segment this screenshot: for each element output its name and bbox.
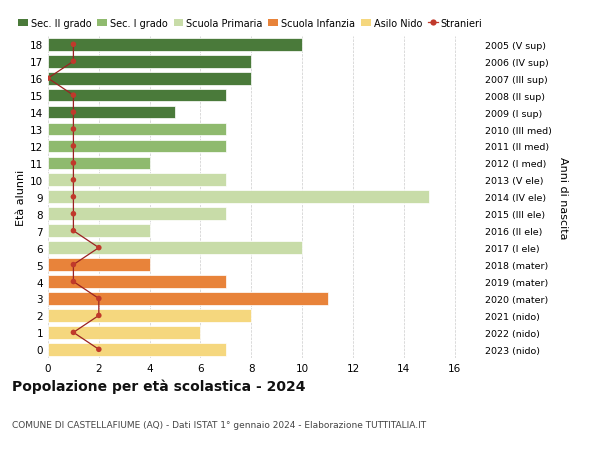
Bar [48, 140, 226, 153]
Bar [48, 309, 251, 322]
Legend: Sec. II grado, Sec. I grado, Scuola Primaria, Scuola Infanzia, Asilo Nido, Stran: Sec. II grado, Sec. I grado, Scuola Prim… [19, 19, 482, 28]
Point [68, 160, 78, 167]
Bar [48, 73, 251, 85]
Bar [48, 123, 226, 136]
Bar [48, 242, 302, 254]
Bar [48, 90, 226, 102]
Point [94, 295, 104, 302]
Point [68, 329, 78, 336]
Bar [48, 343, 226, 356]
Bar [48, 259, 149, 271]
Bar [48, 106, 175, 119]
Point [68, 177, 78, 184]
Point [94, 245, 104, 252]
Point [68, 211, 78, 218]
Y-axis label: Età alunni: Età alunni [16, 169, 26, 225]
Bar [48, 39, 302, 51]
Point [68, 194, 78, 201]
Point [68, 278, 78, 285]
Point [68, 92, 78, 100]
Bar [48, 208, 226, 221]
Bar [48, 191, 429, 204]
Bar [48, 275, 226, 288]
Point [68, 58, 78, 66]
Point [94, 346, 104, 353]
Point [68, 143, 78, 150]
Text: COMUNE DI CASTELLAFIUME (AQ) - Dati ISTAT 1° gennaio 2024 - Elaborazione TUTTITA: COMUNE DI CASTELLAFIUME (AQ) - Dati ISTA… [12, 420, 426, 429]
Text: Popolazione per età scolastica - 2024: Popolazione per età scolastica - 2024 [12, 379, 305, 393]
Bar [48, 225, 149, 237]
Point [68, 261, 78, 269]
Bar [48, 157, 149, 170]
Y-axis label: Anni di nascita: Anni di nascita [559, 156, 568, 239]
Point [68, 109, 78, 117]
Bar [48, 56, 251, 68]
Point [94, 312, 104, 319]
Bar [48, 292, 328, 305]
Bar [48, 326, 200, 339]
Point [43, 75, 53, 83]
Point [68, 41, 78, 49]
Bar [48, 174, 226, 187]
Point [68, 126, 78, 134]
Point [68, 228, 78, 235]
